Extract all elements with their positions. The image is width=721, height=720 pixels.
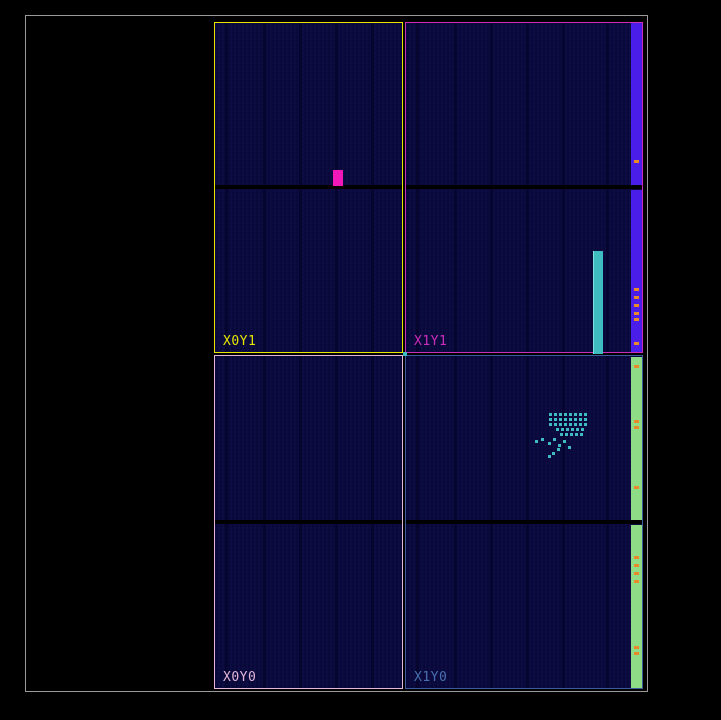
placed-cell-dot[interactable] <box>548 455 551 458</box>
io-bank-top-upper[interactable] <box>631 23 642 185</box>
placed-cell-dot[interactable] <box>553 438 556 441</box>
clock-region-x0y0[interactable]: X0Y0 <box>214 355 403 689</box>
placed-cell-dot[interactable] <box>559 418 562 421</box>
io-pin-marker <box>634 288 639 291</box>
placed-cell-dot[interactable] <box>554 413 557 416</box>
io-bank-bottom-lower[interactable] <box>631 525 642 688</box>
placed-cell-dot[interactable] <box>584 413 587 416</box>
fabric-grid <box>406 23 642 352</box>
placed-cell-dot[interactable] <box>571 428 574 431</box>
placed-cell-dot[interactable] <box>574 418 577 421</box>
io-pin-marker <box>634 365 639 368</box>
placed-cell-dot[interactable] <box>570 433 573 436</box>
io-pin-marker <box>634 564 639 567</box>
placed-cell-dot[interactable] <box>579 423 582 426</box>
io-pin-marker <box>634 652 639 655</box>
io-pin-marker <box>634 318 639 321</box>
placed-cell-dot[interactable] <box>566 428 569 431</box>
placed-cell-dot[interactable] <box>554 418 557 421</box>
placed-cell-dot[interactable] <box>580 433 583 436</box>
io-pin-marker <box>634 304 639 307</box>
io-pin-marker <box>634 646 639 649</box>
placed-cell-dot[interactable] <box>569 413 572 416</box>
fabric-grid <box>215 356 402 688</box>
placed-cell-dot[interactable] <box>569 418 572 421</box>
placed-cell-dot[interactable] <box>549 413 552 416</box>
placed-cell-dot[interactable] <box>559 413 562 416</box>
io-bank-top-lower[interactable] <box>631 190 642 352</box>
placed-cell-dot[interactable] <box>569 423 572 426</box>
clock-region-x1y0[interactable]: X1Y0 <box>405 355 643 689</box>
placed-cell-dot[interactable] <box>549 423 552 426</box>
io-pin-marker <box>634 296 639 299</box>
clock-region-x0y1[interactable]: X0Y1 <box>214 22 403 353</box>
placed-cell-dot[interactable] <box>579 413 582 416</box>
io-pin-marker <box>634 342 639 345</box>
placed-cell-dot[interactable] <box>560 433 563 436</box>
placed-cell-magenta[interactable] <box>333 170 343 186</box>
fabric-grid <box>215 23 402 352</box>
placed-cell-dot[interactable] <box>574 423 577 426</box>
placed-cell-dot[interactable] <box>564 418 567 421</box>
io-pin-marker <box>634 580 639 583</box>
io-pin-marker <box>634 312 639 315</box>
placed-cell-dot[interactable] <box>552 452 555 455</box>
placed-cell-dot[interactable] <box>541 438 544 441</box>
placed-cell-dot[interactable] <box>549 418 552 421</box>
io-pin-marker <box>634 556 639 559</box>
region-label-x1y1: X1Y1 <box>414 334 448 349</box>
placed-cell-dot[interactable] <box>564 413 567 416</box>
placed-cell-dot[interactable] <box>563 440 566 443</box>
io-pin-marker <box>634 420 639 423</box>
io-pin-marker <box>634 572 639 575</box>
placed-cell-dot[interactable] <box>548 442 551 445</box>
placed-cell-dot[interactable] <box>575 433 578 436</box>
placed-cell-dot[interactable] <box>584 418 587 421</box>
region-label-x1y0: X1Y0 <box>414 670 448 685</box>
placed-cell-dot[interactable] <box>565 433 568 436</box>
placed-cell-dot[interactable] <box>561 428 564 431</box>
placed-cell-dot[interactable] <box>568 446 571 449</box>
placed-cell-dot[interactable] <box>584 423 587 426</box>
clock-region-x1y1[interactable]: X1Y1 <box>405 22 643 353</box>
placed-cell-dot[interactable] <box>574 413 577 416</box>
io-pin-marker <box>634 426 639 429</box>
region-label-x0y1: X0Y1 <box>223 334 257 349</box>
placed-cell-dot[interactable] <box>554 423 557 426</box>
placed-cell-dot[interactable] <box>558 444 561 447</box>
placed-cell-dot[interactable] <box>579 418 582 421</box>
io-bank-bottom-upper[interactable] <box>631 357 642 520</box>
placed-cell-dot[interactable] <box>564 423 567 426</box>
fabric-grid <box>406 356 642 688</box>
region-label-x0y0: X0Y0 <box>223 670 257 685</box>
placed-cell-teal-column[interactable] <box>593 251 603 354</box>
placed-cell-corner[interactable] <box>403 352 407 356</box>
placed-cell-dot[interactable] <box>559 423 562 426</box>
placed-cell-dot[interactable] <box>535 440 538 443</box>
placed-cell-dot[interactable] <box>576 428 579 431</box>
placed-cell-dot[interactable] <box>581 428 584 431</box>
placed-cell-dot[interactable] <box>557 448 560 451</box>
placed-cell-dot[interactable] <box>556 428 559 431</box>
io-pin-marker <box>634 160 639 163</box>
io-pin-marker <box>634 486 639 489</box>
